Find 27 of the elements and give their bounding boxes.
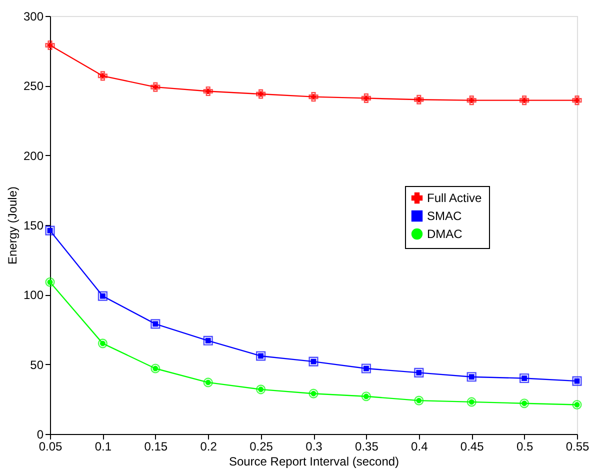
x-tick-label: 0.15 [144, 440, 168, 454]
point [520, 373, 530, 384]
x-tick-label: 0.5 [516, 440, 534, 454]
y-tick-label: 300 [23, 10, 44, 24]
x-tick-label: 0.4 [411, 440, 428, 454]
y-tick-label: 100 [23, 288, 44, 302]
x-tick-label: 0.3 [306, 440, 323, 454]
y-tick-label: 200 [23, 148, 44, 163]
legend-label: SMAC [427, 209, 462, 223]
point [203, 86, 213, 96]
x-tick-label: 0.1 [94, 440, 112, 454]
y-tick-label: 50 [30, 358, 44, 372]
point [45, 40, 55, 50]
x-tick-label: 0.25 [250, 440, 274, 454]
x-axis-title: Source Report Interval (second) [228, 454, 400, 468]
legend-label: DMAC [427, 227, 463, 241]
y-tick-label: 0 [36, 428, 44, 442]
x-tick-label: 0.35 [355, 440, 379, 454]
y-axis-title: Energy (Joule) [5, 186, 20, 265]
legend-label: Full Active [427, 191, 482, 205]
y-tick-label: 250 [23, 79, 44, 94]
y-tick-label: 150 [23, 218, 44, 232]
x-tick-label: 0.45 [460, 440, 484, 454]
x-tick-label: 0.05 [38, 440, 62, 454]
x-tick-label: 0.55 [566, 440, 590, 454]
x-tick-label: 0.2 [200, 440, 218, 454]
point [572, 400, 582, 410]
